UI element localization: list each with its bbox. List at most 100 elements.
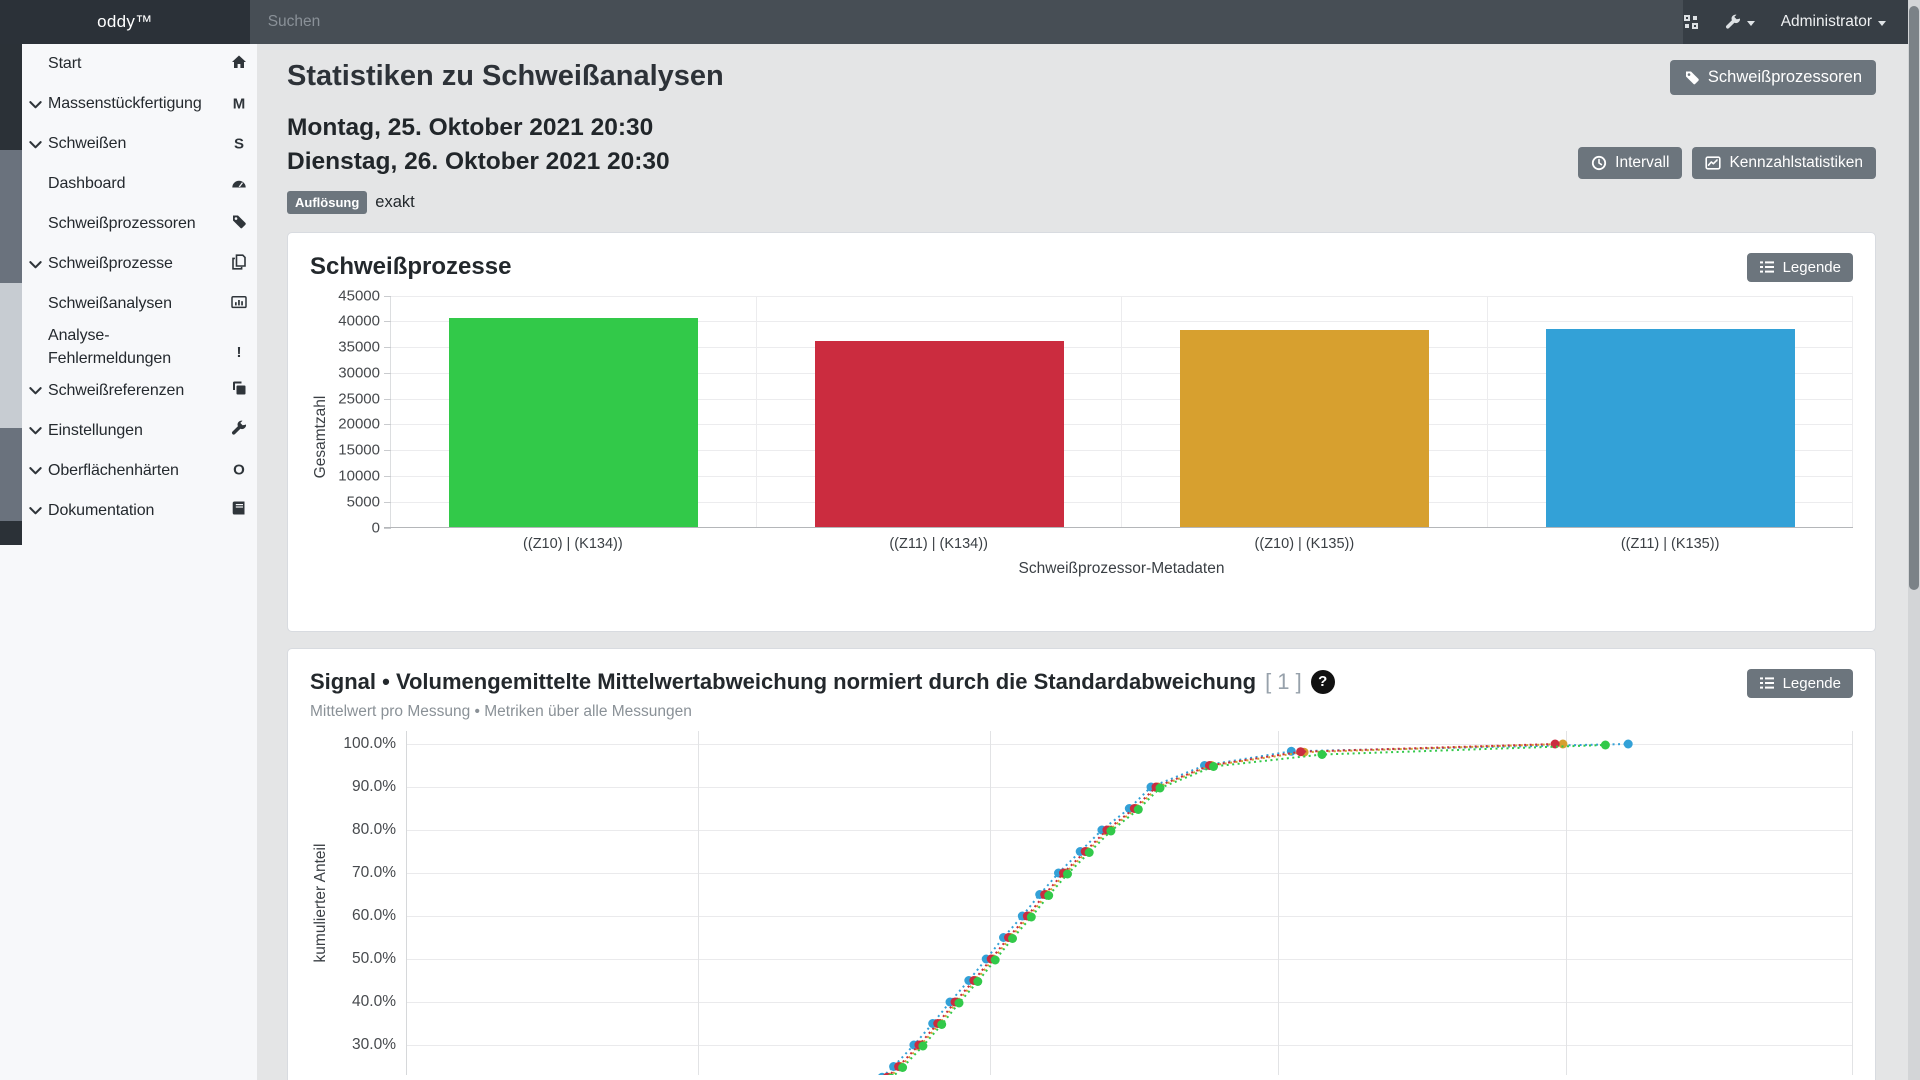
y-tick-label: 20000 [338, 415, 380, 433]
chevron-down-icon [22, 423, 48, 438]
help-question-icon[interactable]: ? [1310, 669, 1335, 694]
x-tick-label: ((Z10) | (K134)) [523, 535, 623, 552]
sidebar-item-label: Dashboard [48, 175, 126, 193]
y-tick-label: 40000 [338, 312, 380, 330]
y-tick-label: 100.0% [343, 734, 396, 752]
clock-icon [1592, 155, 1607, 170]
date-to: Dienstag, 26. Oktober 2021 20:30 [287, 147, 670, 175]
bar-chart-icon [227, 294, 251, 314]
y-tick-label: 10000 [338, 467, 380, 485]
x-tick-label: ((Z10) | (K135)) [1254, 535, 1355, 552]
bar-1 [449, 318, 698, 528]
resolution-badge: Auflösung [287, 190, 368, 214]
sidebar-item-label: Analyse- Fehlermeldungen [48, 327, 172, 368]
y-tick-label: 70.0% [352, 863, 396, 881]
x-tick-label: ((Z11) | (K134)) [889, 535, 988, 552]
line-chart-card: Signal • Volumengemittelte Mittelwertabw… [287, 647, 1876, 1080]
sidebar-item-einstellungen[interactable]: Einstellungen [0, 410, 257, 450]
clone-icon [227, 380, 251, 400]
sidebar-item-dashboard[interactable]: Dashboard [0, 164, 257, 204]
sidebar: Start Massenstückfertigung M Schweißen S Dash… [0, 44, 257, 1080]
main-content: Statistiken zu Schweißanalysen Schweißpr… [257, 44, 1908, 1080]
sidebar-item-label: Massenstückfertigung [48, 95, 202, 113]
chevron-down-icon [22, 503, 48, 518]
sidebar-item-schwei-prozessoren[interactable]: Schweißprozessoren [0, 204, 257, 244]
letter-s: S [233, 135, 244, 153]
sidebar-scroll-segment [0, 44, 22, 150]
y-tick-label: 60.0% [352, 906, 396, 924]
list-icon [1759, 261, 1774, 273]
wrench-icon [227, 420, 251, 440]
bar-chart-title: Schweißprozesse [310, 252, 512, 280]
line-chart-icon [1705, 155, 1722, 170]
legend-button-bar[interactable]: Legende [1746, 252, 1853, 282]
sidebar-item-schwei-prozesse[interactable]: Schweißprozesse [0, 244, 257, 284]
home-icon [227, 54, 251, 74]
sidebar-item-massenst-ckfertigung[interactable]: Massenstückfertigung M [0, 84, 257, 124]
sidebar-item-label: Start [48, 55, 82, 73]
y-tick-label: 25000 [338, 390, 380, 408]
chevron-down-icon [22, 137, 48, 152]
sidebar-scroll-segment [0, 283, 22, 428]
chevron-down-icon [22, 97, 48, 112]
y-tick-label: 30000 [338, 364, 380, 382]
scrollbar-thumb[interactable] [1909, 6, 1919, 590]
app-brand: oddy™ [0, 0, 250, 44]
sidebar-scroll-segment [0, 150, 22, 283]
sidebar-item-oberfl-chenh-rten[interactable]: Oberflächenhärten O [0, 450, 257, 490]
y-tick-label: 35000 [338, 338, 380, 356]
bar-chart-plot [384, 295, 1853, 529]
schweissprozessoren-button[interactable]: Schweißprozessoren [1669, 60, 1876, 95]
kennzahlstatistiken-button[interactable]: Kennzahlstatistiken [1692, 146, 1876, 179]
line-chart-subtitle: Mittelwert pro Messung • Metriken über a… [310, 702, 692, 720]
letter-m: M [232, 95, 246, 113]
chevron-down-icon [22, 383, 48, 398]
y-tick-label: 30.0% [352, 1035, 396, 1053]
y-tick-label: 5000 [346, 493, 380, 511]
sidebar-item-schwei-en[interactable]: Schweißen S [0, 124, 257, 164]
page-scrollbar [1908, 0, 1920, 1080]
y-tick-label: 15000 [338, 441, 380, 459]
bar-4 [1545, 328, 1795, 528]
x-tick-label: ((Z11) | (K135)) [1620, 535, 1720, 552]
list-icon [1759, 677, 1774, 689]
y-tick-label: 45000 [338, 287, 380, 305]
tachometer-icon [227, 174, 251, 194]
sidebar-item-start[interactable]: Start [0, 44, 257, 84]
copy-icon [227, 254, 251, 274]
sidebar-item-schwei-analysen[interactable]: Schweißanalysen [0, 284, 257, 324]
tag-icon [1685, 71, 1699, 84]
sidebar-item-label: Schweißprozesse [48, 255, 173, 273]
y-tick-label: 80.0% [352, 820, 396, 838]
date-range: Montag, 25. Oktober 2021 20:30 Dienstag,… [287, 111, 670, 179]
sidebar-item-label: Schweißreferenzen [48, 381, 185, 399]
chevron-down-icon [22, 463, 48, 478]
letter-o: O [233, 461, 245, 479]
bar-chart: Gesamtzahl 45000 40000 35000 30000 25000 2000… [310, 287, 1853, 578]
user-name: Administrator [1780, 13, 1872, 30]
legend-button-line[interactable]: Legende [1746, 668, 1853, 698]
sidebar-scroll-segment [0, 428, 22, 521]
intervall-button[interactable]: Intervall [1578, 146, 1683, 179]
user-menu[interactable]: Administrator [1781, 13, 1886, 31]
book-icon [227, 500, 251, 520]
sidebar-item-dokumentation[interactable]: Dokumentation [0, 490, 257, 530]
y-tick-label: 90.0% [352, 777, 396, 795]
page-title: Statistiken zu Schweißanalysen [287, 60, 724, 92]
bar-chart-card: Schweißprozesse Legende Gesamtzahl 45000… [287, 231, 1876, 632]
sidebar-item-schwei-referenzen[interactable]: Schweißreferenzen [0, 370, 257, 410]
sidebar-item-label: Schweißanalysen [48, 295, 172, 313]
line-chart-title: Signal • Volumengemittelte Mittelwertabw… [310, 668, 1257, 694]
navbar-right: Administrator [1683, 0, 1908, 44]
resolution-value: exakt [375, 192, 415, 211]
line-chart-title-suffix: [ 1 ] [1265, 668, 1302, 694]
bar-chart-y-axis-title: Gesamtzahl [312, 395, 329, 478]
search-input[interactable] [249, 0, 1683, 44]
sidebar-item-analyse-fehlermeldungen[interactable]: Analyse- Fehlermeldungen! [0, 324, 257, 370]
grid-icon[interactable] [1683, 14, 1699, 30]
date-from: Montag, 25. Oktober 2021 20:30 [287, 114, 654, 141]
line-chart-canvas [878, 739, 1633, 1075]
exclamation-icon: ! [236, 344, 242, 361]
top-navbar: oddy™ Administrator [0, 0, 1908, 44]
settings-wrench-menu[interactable] [1725, 14, 1755, 30]
